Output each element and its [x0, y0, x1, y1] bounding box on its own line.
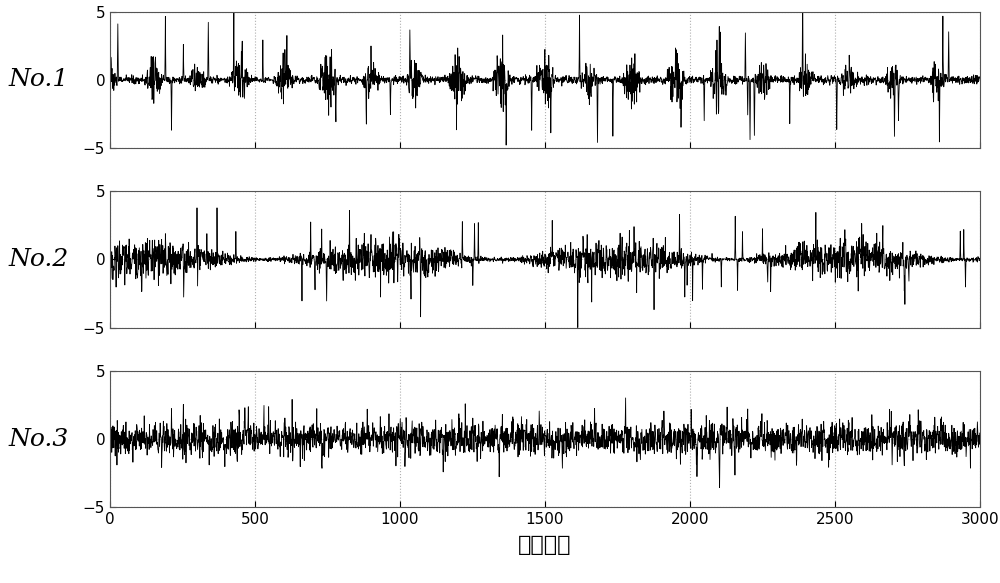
Y-axis label: No.2: No.2 [8, 248, 68, 271]
Y-axis label: No.3: No.3 [8, 428, 68, 451]
Y-axis label: No.1: No.1 [8, 68, 68, 91]
X-axis label: 采样点数: 采样点数 [518, 535, 572, 556]
